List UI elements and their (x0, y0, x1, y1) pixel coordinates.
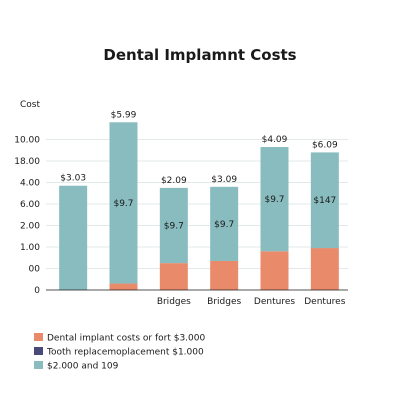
chart-title: Dental Implamnt Costs (103, 46, 296, 64)
bar-segment (59, 185, 88, 290)
bar-segment (310, 152, 339, 249)
y-tick-label: 00 (29, 265, 41, 275)
bar-segment (210, 186, 239, 261)
y-tick-label: 10.00 (14, 136, 40, 146)
x-tick-label: Bridges (207, 297, 241, 307)
x-tick-label: Dentures (304, 297, 345, 307)
x-tick-label: Bridges (157, 297, 191, 307)
bar-segment (159, 263, 188, 290)
legend-label: Tooth replacemoplacement $1.000 (46, 348, 204, 358)
legend-swatch (34, 333, 43, 341)
x-tick-label: Dentures (254, 297, 295, 307)
bar-segment (260, 147, 289, 252)
bar-segment (310, 248, 339, 290)
y-tick-label: 0 (34, 286, 40, 296)
bar-top-label: $3.09 (211, 175, 237, 185)
bars: $3.03 $5.99 $9.7 $2.09 $9.7 $3.09 $9.7 $4.09 $9.… (59, 110, 339, 290)
bar-top-label: $6.09 (312, 140, 338, 150)
bar-segment (260, 251, 289, 290)
bar-inner-label: $9.7 (113, 199, 133, 209)
bar-top-label: $3.03 (60, 174, 86, 184)
legend-swatch (34, 361, 43, 369)
bar-inner-label: $9.7 (164, 222, 184, 232)
bar-inner-label: $147 (313, 196, 336, 206)
gridlines (46, 139, 348, 269)
y-tick-label: 6.00 (20, 200, 40, 210)
bar-top-label: $4.09 (262, 135, 288, 145)
bar-segment (159, 187, 188, 264)
bar-segment (210, 260, 239, 290)
y-tick-label: 2.00 (20, 222, 40, 232)
bar-top-label: $2.09 (161, 176, 187, 186)
y-tick-label: 1.00 (20, 243, 40, 253)
bar-inner-label: $9.7 (214, 220, 234, 230)
legend-label: $2.000 and 109 (47, 362, 119, 372)
legend: Dental implant costs or fort $3.000 Tooth… (34, 333, 205, 372)
legend-swatch (34, 347, 43, 355)
y-tick-label: 18.00 (14, 157, 40, 167)
bar-segment (109, 122, 138, 284)
bar-segment (109, 283, 138, 290)
y-axis-label: Cost (20, 100, 40, 110)
legend-label: Dental implant costs or fort $3.000 (47, 334, 205, 344)
bar-inner-label: $9.7 (264, 195, 284, 205)
bar-top-label: $5.99 (111, 110, 137, 120)
y-tick-label: 4.00 (20, 179, 40, 189)
